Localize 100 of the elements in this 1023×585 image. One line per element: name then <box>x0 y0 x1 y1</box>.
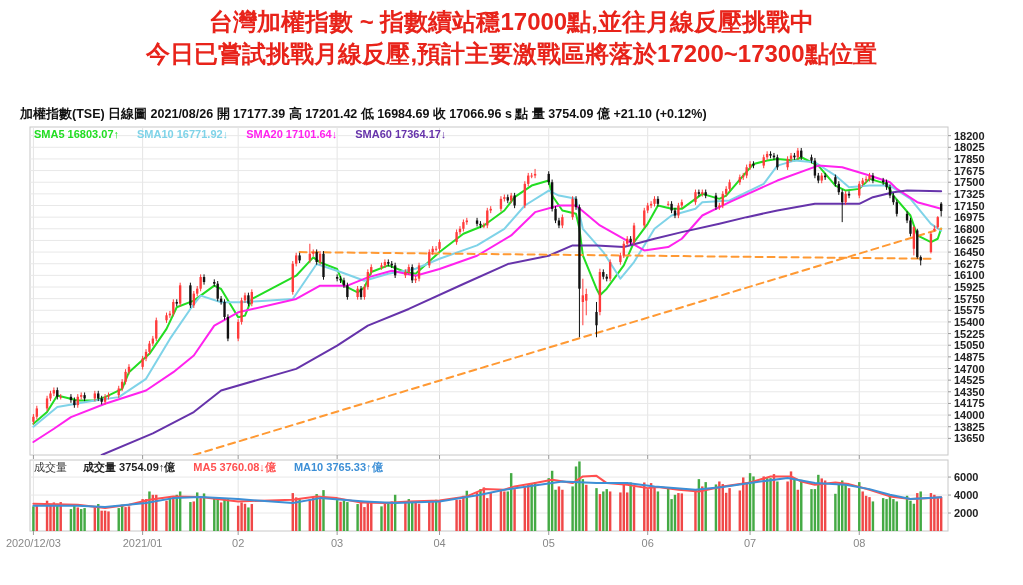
legend: 成交量 3754.09↑億 MA5 3760.08↓億 MA10 3765.33↑億 <box>83 461 383 473</box>
bar <box>769 478 772 531</box>
bar <box>561 489 564 531</box>
chart-subtitle: 今日已嘗試挑戰月線反壓,預計主要激戰區將落於17200~17300點位置 <box>145 40 877 67</box>
y-tick-label: 16275 <box>954 257 985 270</box>
candlestick <box>595 301 598 338</box>
bar <box>213 498 216 531</box>
y-tick-label: 6000 <box>954 471 979 484</box>
bar <box>380 506 383 531</box>
candlestick <box>571 195 574 221</box>
x-tick-label: 03 <box>331 537 344 549</box>
y-tick-label: 17150 <box>954 199 985 212</box>
candlestick <box>434 245 438 252</box>
bar <box>83 508 86 531</box>
bar <box>199 498 202 531</box>
x-tick-label: 05 <box>542 537 555 549</box>
y-tick-label: 17325 <box>954 187 985 200</box>
candlestick <box>666 200 670 208</box>
bar <box>298 499 301 531</box>
bar <box>868 497 871 531</box>
bar <box>701 486 704 531</box>
bar <box>100 510 103 531</box>
bar <box>793 479 796 531</box>
y-tick-label: 14000 <box>954 409 985 422</box>
bar <box>223 498 226 531</box>
y-tick-label: 16100 <box>954 269 985 282</box>
y-tick-label: 16625 <box>954 234 985 247</box>
y-tick-label: 14875 <box>954 350 985 363</box>
y-tick-label: 2000 <box>954 507 979 520</box>
y-tick-label: 15575 <box>954 304 985 317</box>
bar <box>462 495 465 531</box>
bar <box>578 461 581 531</box>
bar <box>240 502 243 531</box>
bar <box>32 506 35 531</box>
bar <box>513 489 516 531</box>
bar <box>762 476 765 531</box>
candlestick <box>189 282 192 309</box>
bar <box>817 474 820 531</box>
bar <box>629 482 632 531</box>
y-tick-label: 4000 <box>954 489 979 502</box>
x-tick-label: 04 <box>433 537 446 549</box>
y-tick-label: 13650 <box>954 432 985 445</box>
bar <box>595 488 598 531</box>
x-tick-label: 02 <box>232 537 245 549</box>
bar <box>489 492 492 531</box>
bar <box>810 489 813 531</box>
bar <box>216 498 219 531</box>
y-tick-label: 16450 <box>954 246 985 259</box>
chart-title: 成交量 <box>34 461 67 473</box>
y-tick-label: 14175 <box>954 397 985 410</box>
candlestick <box>864 175 868 184</box>
candlestick <box>335 273 339 282</box>
y-tick-label: 17500 <box>954 176 985 189</box>
legend: SMA5 16803.07↑ SMA10 16771.92↓ SMA20 17101.64↓ SMA60 17364.17↓ <box>34 128 447 140</box>
bar <box>677 493 680 531</box>
bar <box>356 504 359 531</box>
bar <box>885 499 888 531</box>
candlestick <box>322 250 325 281</box>
y-tick-label: 13825 <box>954 420 985 433</box>
candlestick <box>649 200 653 209</box>
y-tick-label: 17850 <box>954 152 985 165</box>
y-tick-label: 18200 <box>954 129 985 142</box>
bar <box>455 499 458 531</box>
bar <box>49 504 52 531</box>
candlestick <box>847 190 851 199</box>
y-tick-label: 16975 <box>954 211 985 224</box>
y-tick-label: 18025 <box>954 141 985 154</box>
bar <box>438 500 441 531</box>
y-tick-label: 17675 <box>954 164 985 177</box>
bar <box>861 491 864 531</box>
bar <box>363 507 366 531</box>
bar <box>165 500 168 531</box>
chart-title: 台灣加權指數 ~ 指數續站穩17000點,並往月線反壓挑戰中 <box>209 8 814 35</box>
bar <box>653 486 656 531</box>
x-tick-label: 06 <box>641 537 654 549</box>
bar <box>346 502 349 531</box>
x-tick-label: 2021/01 <box>122 537 163 549</box>
x-tick-label: 08 <box>853 537 866 549</box>
line-series <box>100 189 943 455</box>
bar <box>322 490 325 531</box>
bar <box>752 476 755 531</box>
bar <box>107 511 110 531</box>
text: 加權指數(TSE) 日線圖 2021/08/26 開 17177.39 高 17201.42 低 16984.69 收 17066.96 s 點 量 3754.09 億 +21.10 (+0.12%) <box>19 106 707 121</box>
y-tick-label: 14525 <box>954 374 985 387</box>
bar <box>776 481 779 531</box>
y-tick-label: 16800 <box>954 222 985 235</box>
y-tick-label: 15750 <box>954 292 985 305</box>
x-tick-label: 07 <box>743 537 757 549</box>
x-tick-label: 2020/12/03 <box>5 537 61 549</box>
y-tick-label: 14700 <box>954 362 985 375</box>
bar <box>247 507 250 531</box>
bar <box>933 494 936 531</box>
bar <box>124 507 127 531</box>
y-tick-label: 15925 <box>954 281 985 294</box>
bar <box>892 499 895 531</box>
bar <box>694 489 697 531</box>
y-tick-label: 14350 <box>954 385 985 398</box>
bar <box>728 488 731 531</box>
y-tick-label: 15225 <box>954 327 985 340</box>
bar <box>339 501 342 531</box>
